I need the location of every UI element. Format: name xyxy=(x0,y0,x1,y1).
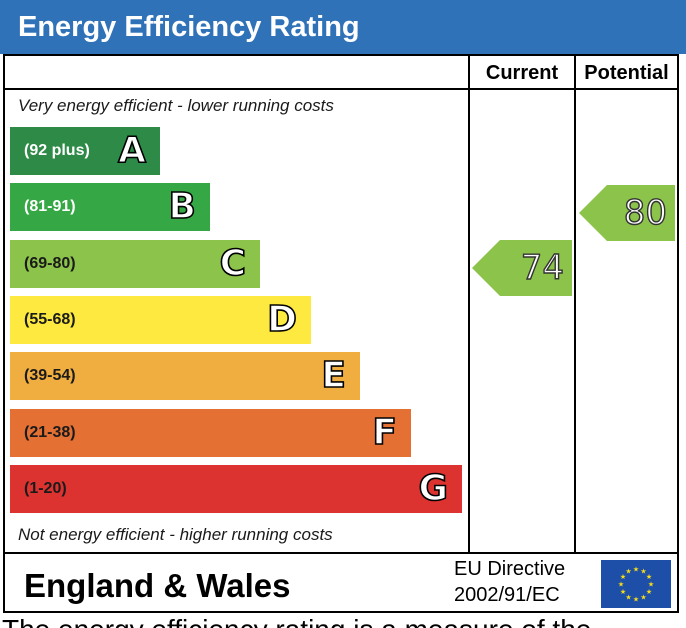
potential-column-divider xyxy=(574,56,576,554)
eu-star-icon: ★ xyxy=(618,581,624,589)
eu-directive: EU Directive 2002/91/EC xyxy=(454,556,565,608)
band-range-label: (1-20) xyxy=(24,479,67,497)
eu-star-icon: ★ xyxy=(633,566,639,574)
band-range-label: (21-38) xyxy=(24,423,76,441)
current-rating-arrow-value: 74 xyxy=(520,247,565,288)
column-header-divider xyxy=(5,88,679,90)
eu-star-icon: ★ xyxy=(640,593,646,601)
band-letter-label: C xyxy=(219,242,247,285)
band-letter-label: G xyxy=(418,467,449,510)
potential-rating-arrow: 80 xyxy=(579,184,675,241)
band-letter-label: B xyxy=(168,185,197,228)
band-letter-label: F xyxy=(372,411,398,454)
potential-rating-arrow-shape xyxy=(579,184,675,241)
region-label: England & Wales xyxy=(24,567,291,604)
bottom-caption: Not energy efficient - higher running co… xyxy=(18,525,333,544)
potential-rating-arrow-value: 80 xyxy=(623,192,668,233)
band-g: (1-20) G xyxy=(10,464,462,513)
band-letter-label: D xyxy=(266,298,297,341)
rating-frame xyxy=(3,54,679,613)
current-rating-arrow: 74 xyxy=(472,239,572,296)
eu-star-icon: ★ xyxy=(620,573,626,581)
chart-title: Energy Efficiency Rating xyxy=(18,11,360,43)
potential-column-header: Potential xyxy=(584,62,669,84)
eu-star-icon: ★ xyxy=(646,573,652,581)
band-range-label: (69-80) xyxy=(24,254,76,272)
current-column-divider xyxy=(468,56,470,554)
band-range-label: (39-54) xyxy=(24,367,76,385)
footer-divider xyxy=(5,552,679,554)
current-column-header: Current xyxy=(485,62,559,84)
eu-star-icon: ★ xyxy=(648,581,654,589)
header-bar: Energy Efficiency Rating xyxy=(0,0,686,54)
band-range-label: (92 plus) xyxy=(24,142,90,159)
band-range-label: (55-68) xyxy=(24,310,76,328)
band-b: (81-91) B xyxy=(10,183,210,232)
eu-star-icon: ★ xyxy=(625,593,631,601)
band-letter-label: A xyxy=(117,129,146,172)
eu-star-icon: ★ xyxy=(633,596,639,604)
band-c: (69-80) C xyxy=(10,239,260,288)
band-letter-label: E xyxy=(321,354,347,397)
band-e: (39-54) E xyxy=(10,352,360,401)
band-d: (55-68) D xyxy=(10,295,311,344)
top-caption: Very energy efficient - lower running co… xyxy=(18,96,334,115)
band-a: (92 plus) A xyxy=(10,127,160,175)
eu-flag-icon: ★★★★★★★★★ ★ ★★ xyxy=(601,560,671,608)
band-range-label: (81-91) xyxy=(24,198,76,216)
current-rating-arrow-shape xyxy=(472,239,572,296)
eu-star-icon: ★ xyxy=(625,568,631,576)
eu-star-icon: ★ xyxy=(640,568,646,576)
band-f: (21-38) F xyxy=(10,408,411,457)
overflow-text: The energy efficiency rating is a measur… xyxy=(2,610,686,628)
eu-star-icon: ★ xyxy=(620,588,626,596)
eu-directive-line1: EU Directive xyxy=(454,558,566,580)
eu-star-icon: ★ xyxy=(646,588,652,596)
eu-directive-line2: 2002/91/EC xyxy=(454,584,560,606)
